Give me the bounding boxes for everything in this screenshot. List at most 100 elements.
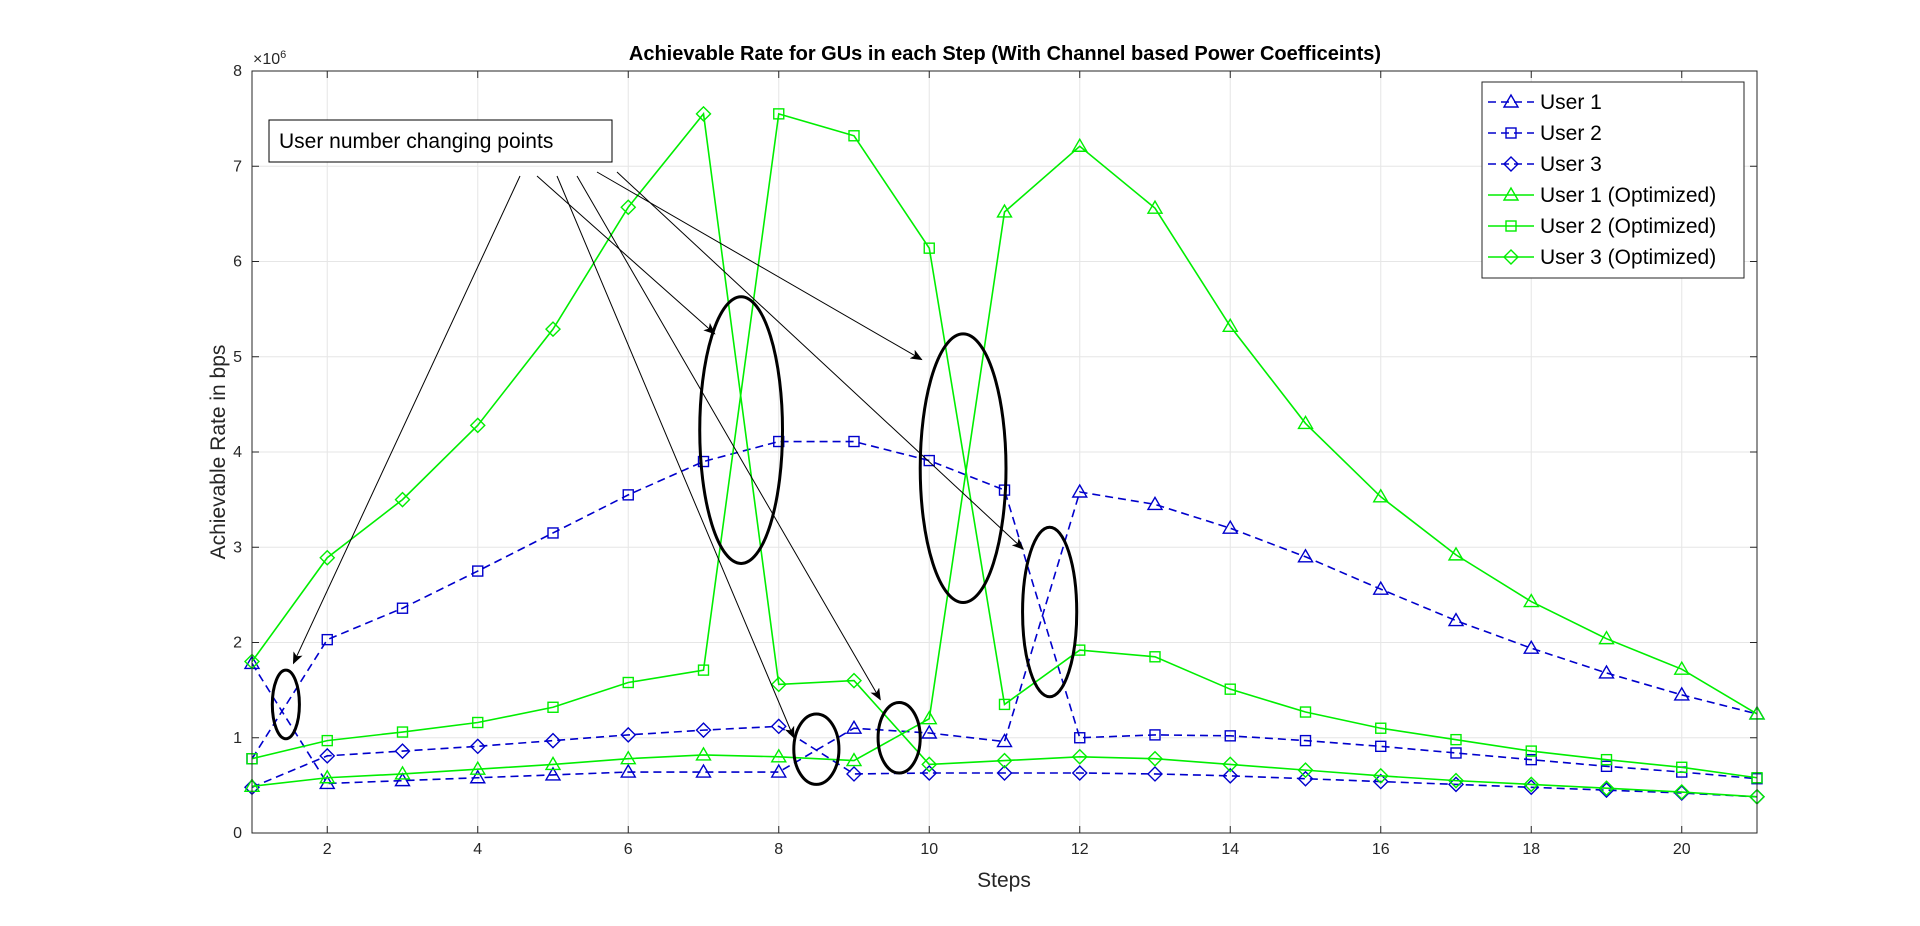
y-tick-label: 3 [233, 539, 242, 556]
annotation-arrow [616, 171, 1025, 550]
data-point-triangle [1598, 664, 1615, 679]
data-point-square [923, 454, 935, 467]
data-point-triangle [620, 750, 637, 765]
data-point-diamond [1297, 770, 1314, 787]
data-point-square [1525, 753, 1537, 766]
x-axis-label: Steps [977, 869, 1031, 892]
data-point-triangle [1447, 612, 1465, 627]
annotation-text: User number changing points [279, 130, 553, 153]
data-point-triangle [1598, 630, 1615, 645]
data-point-triangle [1673, 686, 1690, 701]
legend-label: User 3 (Optimized) [1540, 246, 1716, 269]
series-line [251, 491, 1758, 785]
annotation-arrow [292, 175, 521, 665]
data-point-diamond [620, 726, 637, 743]
data-point-triangle [921, 724, 938, 739]
y-tick-label: 4 [233, 444, 242, 461]
x-tick-label: 14 [1221, 841, 1239, 858]
series-line [251, 112, 1758, 779]
data-point-square [923, 242, 935, 254]
annotation-ellipse [270, 668, 301, 741]
legend-item: User 1 (Optimized) [1488, 184, 1716, 207]
series-line [251, 111, 1758, 798]
annotation-ellipse [918, 332, 1008, 604]
data-point-diamond [1071, 748, 1088, 765]
data-point-diamond [1297, 762, 1314, 779]
data-point-square [1224, 683, 1236, 695]
data-point-triangle [1372, 488, 1389, 503]
data-point-triangle [1502, 186, 1520, 201]
data-point-square [998, 698, 1011, 711]
series-line [251, 145, 1758, 788]
legend-box [1481, 81, 1745, 279]
data-point-triangle [544, 756, 562, 771]
data-point-square [472, 565, 484, 577]
x-tick-label: 16 [1372, 841, 1390, 858]
data-point-triangle [469, 760, 486, 775]
annotation-arrow [576, 175, 881, 701]
data-point-square [1299, 706, 1312, 718]
data-point-diamond [1222, 756, 1239, 773]
y-tick-label: 7 [233, 158, 242, 175]
data-point-diamond [620, 199, 637, 216]
data-point-square [697, 664, 710, 676]
data-point-square [773, 108, 785, 120]
data-point-square [1375, 740, 1387, 753]
x-tick-label: 18 [1522, 841, 1540, 858]
chart-title: Achievable Rate for GUs in each Step (Wi… [629, 43, 1381, 65]
data-point-diamond [319, 747, 336, 764]
data-point-diamond [1448, 772, 1464, 789]
x-tick-label: 12 [1071, 841, 1089, 858]
data-point-diamond [1071, 765, 1088, 781]
data-point-triangle [1146, 495, 1164, 511]
data-point-diamond [1147, 750, 1163, 767]
series-6 [244, 105, 1765, 805]
data-point-triangle [1523, 639, 1540, 654]
data-point-square [1149, 729, 1161, 741]
data-point-square [396, 726, 409, 738]
series-4 [243, 137, 1766, 793]
annotation-ellipse [1021, 525, 1079, 699]
data-point-triangle [319, 769, 336, 784]
x-tick-label: 20 [1673, 841, 1691, 858]
data-point-square [1525, 745, 1537, 757]
legend-item: User 2 (Optimized) [1488, 215, 1716, 238]
data-point-triangle [770, 748, 787, 763]
data-point-diamond [394, 491, 411, 508]
data-point-diamond [921, 765, 938, 781]
data-point-triangle [1146, 199, 1164, 214]
data-point-square [1450, 747, 1462, 759]
annotation-box [268, 119, 613, 163]
data-point-square [1375, 722, 1387, 734]
data-point-triangle [1502, 93, 1520, 108]
data-point-diamond [1372, 767, 1389, 784]
data-point-square [1149, 651, 1161, 663]
data-point-square [1676, 761, 1688, 773]
y-tick-label: 1 [233, 730, 242, 747]
y-tick-label: 2 [233, 635, 242, 652]
legend-item: User 2 [1488, 122, 1602, 145]
data-point-diamond [996, 765, 1013, 781]
data-point-square [622, 676, 634, 689]
annotation-group: User number changing points [268, 119, 1079, 786]
x-tick-label: 6 [624, 841, 633, 858]
data-point-triangle [1297, 548, 1314, 563]
data-point-diamond [469, 417, 486, 434]
data-point-triangle [1222, 317, 1239, 332]
y-tick-label: 0 [233, 825, 242, 842]
data-point-triangle [845, 752, 863, 767]
data-point-diamond [545, 732, 561, 749]
data-point-triangle [996, 203, 1013, 218]
legend: User 1 User 2 User 3 User 1 (Optimized) User… [1481, 81, 1745, 279]
data-point-square [472, 716, 484, 729]
data-point-square [697, 455, 710, 468]
data-point-triangle [544, 766, 562, 781]
data-point-square [622, 489, 634, 501]
data-point-triangle [1071, 483, 1088, 498]
data-point-diamond [695, 105, 712, 122]
data-point-triangle [620, 763, 637, 778]
data-point-diamond [1503, 156, 1519, 172]
legend-label: User 2 [1540, 122, 1602, 145]
